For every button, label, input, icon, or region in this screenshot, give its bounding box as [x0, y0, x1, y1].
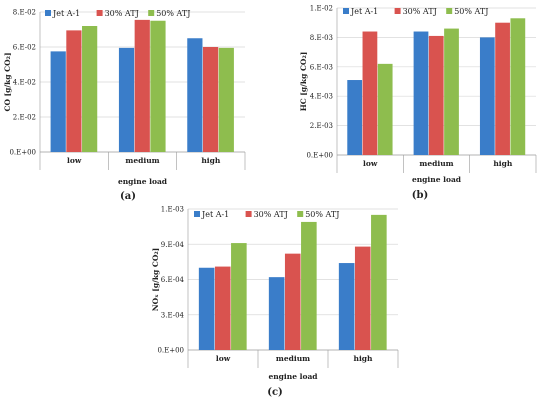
- bar-jet-a-1-medium: [413, 31, 429, 155]
- y-tick-label: 2.E-03: [310, 122, 333, 130]
- bar-30-atj-high: [202, 47, 219, 152]
- bar-30-atj-high: [354, 246, 371, 350]
- category-label: low: [216, 354, 231, 363]
- bar-50-atj-high: [218, 47, 234, 152]
- category-label: high: [201, 156, 221, 165]
- legend-label: Jet A-1: [201, 210, 229, 219]
- legend-label: Jet A-1: [350, 7, 378, 16]
- legend-swatch: [245, 211, 252, 217]
- bar-jet-a-1-low: [50, 51, 66, 152]
- x-axis-title: engine load: [268, 372, 318, 381]
- legend-swatch: [446, 8, 453, 14]
- x-axis-title: engine load: [118, 177, 168, 186]
- bar-30-atj-low: [362, 31, 378, 155]
- y-tick-label: 6.E-03: [310, 63, 333, 71]
- legend-label: Jet A-1: [52, 9, 80, 18]
- legend-label: 50% ATJ: [156, 9, 190, 18]
- y-tick-label: 8.E-03: [310, 34, 333, 42]
- bar-50-atj-low: [231, 243, 247, 350]
- bar-50-atj-medium: [444, 28, 459, 155]
- category-label: high: [354, 354, 374, 363]
- bar-jet-a-1-low: [347, 80, 363, 155]
- panel-label: (b): [412, 190, 428, 201]
- category-label: medium: [276, 354, 310, 363]
- category-label: medium: [125, 156, 159, 165]
- y-tick-label: 0.E+00: [306, 152, 333, 160]
- y-axis-title: NOₓ [g/kg CO₂]: [151, 248, 160, 311]
- legend-swatch: [394, 8, 401, 14]
- bar-jet-a-1-low: [198, 267, 215, 350]
- bar-jet-a-1-medium: [268, 277, 285, 350]
- bar-50-atj-high: [510, 18, 526, 155]
- bar-50-atj-low: [377, 63, 393, 155]
- bar-jet-a-1-medium: [118, 47, 135, 152]
- panel-label: (c): [267, 387, 283, 398]
- y-tick-label: 0.E+00: [9, 149, 36, 157]
- legend-swatch: [297, 211, 304, 217]
- bar-30-atj-low: [66, 30, 82, 152]
- chart-panel-c: 0.E+00 3.E-04 6.E-04 9.E-04 1.E-03 low medium h…: [151, 206, 399, 398]
- legend-label: 30% ATJ: [254, 210, 288, 219]
- y-axis-title: HC [g/kg CO₂]: [299, 52, 308, 112]
- y-axis-title: CO [g/kg CO₂]: [3, 52, 12, 111]
- y-tick-label: 8.E-02: [13, 9, 36, 17]
- y-tick-label: 0.E+00: [157, 347, 184, 355]
- y-tick-label: 6.E-04: [161, 276, 185, 284]
- legend-swatch: [96, 10, 103, 16]
- panel-label: (a): [120, 191, 136, 202]
- legend-swatch: [343, 8, 349, 14]
- bar-30-atj-high: [495, 22, 510, 156]
- chart-panel-a: 0.E+00 2.E-02 4.E-02 6.E-02 8.E-02 low medium h…: [3, 9, 246, 202]
- chart-panel-b: 0.E+00 2.E-03 4.E-03 6.E-03 8.E-03 1.E-02 low m…: [299, 5, 537, 201]
- bar-50-atj-medium: [150, 20, 166, 152]
- bar-30-atj-low: [214, 266, 231, 350]
- y-tick-label: 3.E-04: [161, 311, 185, 319]
- category-label: low: [363, 159, 378, 168]
- category-label: high: [493, 159, 513, 168]
- bar-jet-a-1-high: [338, 263, 355, 350]
- bar-30-atj-medium: [134, 19, 150, 152]
- y-tick-label: 2.E-02: [13, 114, 36, 122]
- legend-swatch: [148, 10, 155, 16]
- y-tick-label: 9.E-04: [161, 241, 185, 249]
- legend-label: 30% ATJ: [403, 7, 437, 16]
- bar-jet-a-1-high: [187, 38, 203, 152]
- legend-label: 50% ATJ: [454, 7, 488, 16]
- bar-50-atj-high: [371, 214, 387, 350]
- legend-swatch: [194, 211, 200, 217]
- legend-label: 50% ATJ: [305, 210, 339, 219]
- bar-30-atj-medium: [428, 35, 444, 155]
- y-tick-label: 6.E-02: [13, 44, 36, 52]
- legend-label: 30% ATJ: [105, 9, 139, 18]
- category-label: low: [67, 156, 82, 165]
- x-axis-title: engine load: [412, 175, 462, 184]
- y-tick-label: 1.E-02: [310, 5, 333, 13]
- y-tick-label: 4.E-03: [310, 93, 333, 101]
- y-tick-label: 4.E-02: [13, 79, 36, 87]
- legend-swatch: [45, 10, 51, 16]
- bar-50-atj-medium: [301, 221, 317, 350]
- bar-30-atj-medium: [284, 253, 301, 350]
- bar-50-atj-low: [82, 26, 98, 152]
- category-label: medium: [419, 159, 453, 168]
- y-tick-label: 1.E-03: [161, 206, 184, 214]
- bar-jet-a-1-high: [479, 37, 495, 155]
